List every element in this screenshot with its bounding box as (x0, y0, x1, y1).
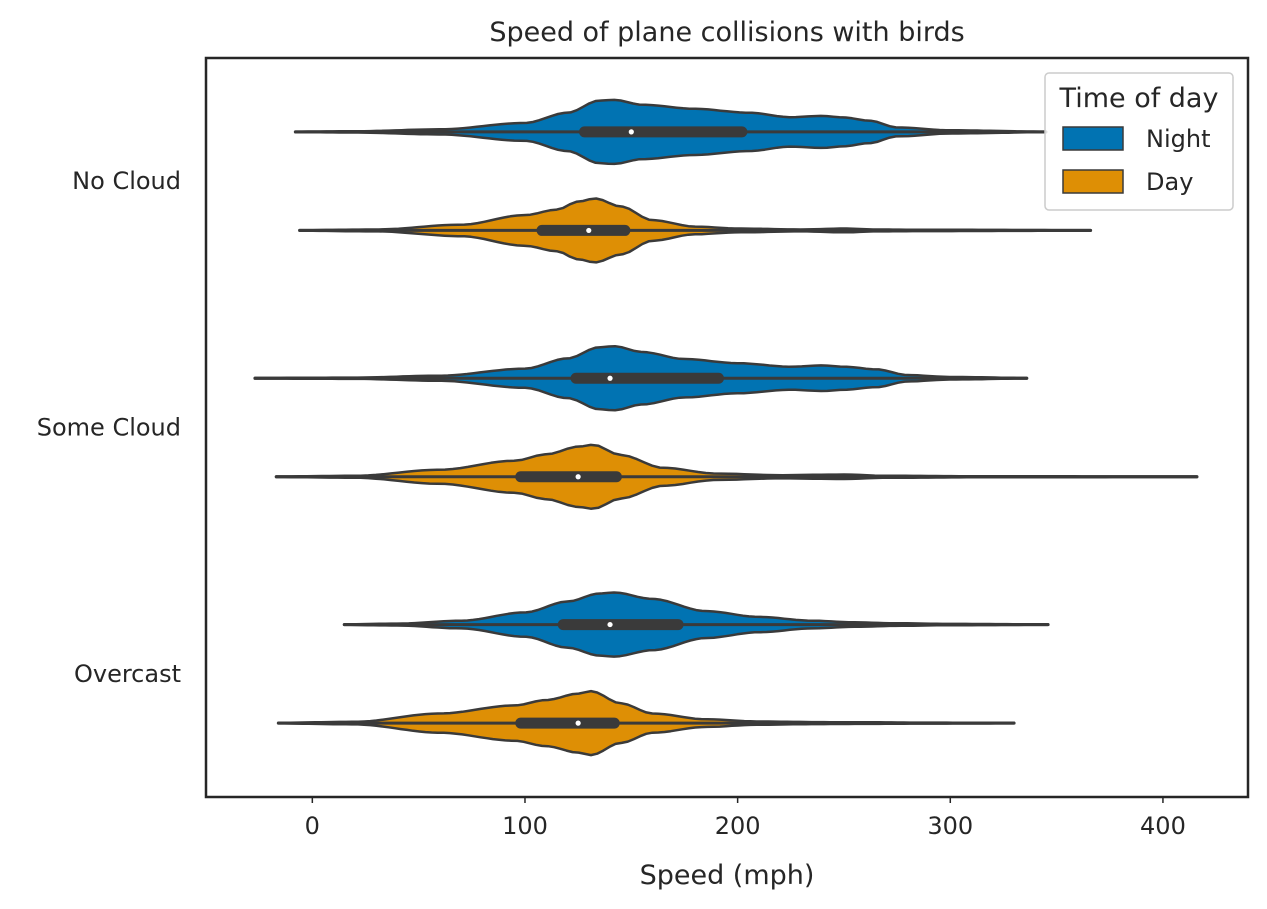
x-tick-label-100: 100 (502, 812, 548, 840)
x-axis: 0 100 200 300 400 (305, 797, 1186, 840)
x-tick-label-300: 300 (927, 812, 973, 840)
legend: Time of day Night Day (1044, 72, 1234, 211)
violin-median-night-overcast (607, 621, 613, 628)
legend-label-day: Day (1146, 168, 1193, 196)
legend-swatch-night (1062, 126, 1124, 151)
legend-title: Time of day (1059, 83, 1219, 114)
plot-area (253, 98, 1199, 757)
y-tick-label-some-cloud: Some Cloud (37, 414, 181, 442)
violin-median-day-no-cloud (586, 227, 592, 234)
x-tick-label-400: 400 (1140, 812, 1186, 840)
y-tick-label-overcast: Overcast (74, 660, 181, 688)
legend-swatch-day (1062, 169, 1124, 194)
x-tick-label-0: 0 (305, 812, 320, 840)
violin-median-day-overcast (575, 720, 581, 726)
violin-median-day-some-cloud (575, 474, 581, 480)
violin-median-night-no-cloud (628, 129, 634, 135)
violin-median-night-some-cloud (607, 375, 613, 381)
y-tick-label-no-cloud: No Cloud (72, 167, 181, 195)
x-tick-label-200: 200 (715, 812, 761, 840)
plot-frame (204, 56, 1250, 799)
x-axis-label: Speed (mph) (640, 860, 815, 891)
legend-label-night: Night (1146, 125, 1210, 153)
y-axis: No Cloud Some Cloud Overcast (37, 167, 181, 688)
chart-title: Speed of plane collisions with birds (489, 17, 964, 48)
